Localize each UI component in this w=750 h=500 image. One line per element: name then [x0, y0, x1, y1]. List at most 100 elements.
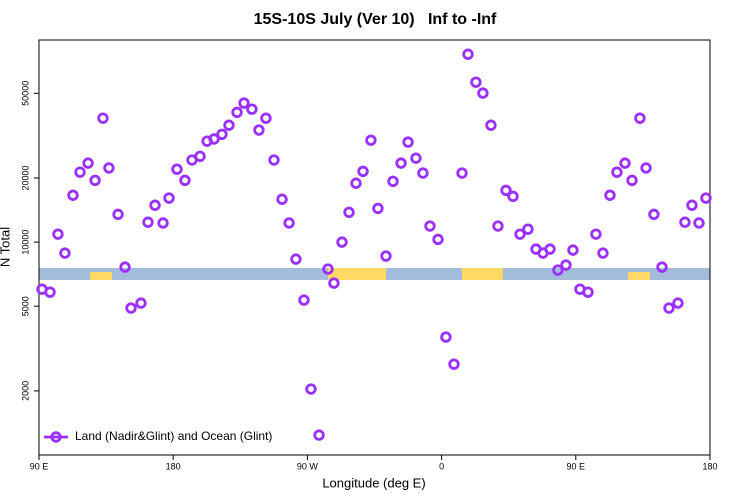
- point: [112, 208, 124, 221]
- point: [544, 243, 556, 255]
- point: [216, 128, 228, 140]
- point: [432, 233, 444, 246]
- plot-frame: [38, 39, 711, 456]
- y-tick-label: 5000: [20, 296, 30, 316]
- point: [157, 217, 169, 229]
- land-band: [628, 272, 650, 280]
- x-tick-label: 90 W: [297, 461, 319, 471]
- land-ocean-band: [39, 268, 710, 280]
- point: [357, 165, 369, 178]
- y-tick-label: 50000: [20, 81, 30, 106]
- point: [260, 112, 272, 124]
- x-tick-label: 0: [439, 461, 444, 471]
- point: [163, 192, 175, 204]
- y-tick-label: 20000: [20, 166, 30, 191]
- point: [507, 190, 519, 203]
- chart-title: 15S-10S July (Ver 10) Inf to -Inf: [254, 11, 497, 28]
- point: [149, 199, 161, 211]
- point: [290, 253, 302, 265]
- point: [313, 429, 325, 441]
- point: [238, 97, 250, 109]
- point: [328, 277, 340, 289]
- point: [417, 167, 429, 179]
- x-axis-label: Longitude (deg E): [322, 475, 425, 490]
- point: [514, 228, 526, 240]
- point: [582, 286, 594, 298]
- point: [448, 358, 460, 370]
- point: [135, 297, 147, 309]
- y-tick-label: 2000: [20, 381, 30, 401]
- point: [597, 247, 609, 259]
- point: [693, 217, 705, 229]
- point: [492, 220, 504, 232]
- point: [522, 223, 534, 235]
- point: [372, 202, 384, 215]
- point: [656, 261, 668, 273]
- point: [194, 150, 206, 162]
- point: [283, 217, 295, 229]
- point: [268, 154, 280, 166]
- point: [125, 302, 137, 314]
- point: [276, 193, 288, 205]
- point: [640, 162, 652, 174]
- point: [336, 236, 348, 248]
- point: [626, 174, 638, 187]
- point: [440, 331, 452, 343]
- x-tick-label: 180: [702, 461, 717, 471]
- point: [103, 162, 115, 174]
- point: [634, 112, 646, 124]
- point: [663, 302, 675, 314]
- point: [365, 134, 377, 146]
- x-tick-label: 90 E: [30, 461, 49, 471]
- legend-marker: [50, 431, 62, 443]
- point: [74, 166, 86, 178]
- point: [567, 244, 579, 256]
- point: [648, 208, 660, 221]
- point: [350, 177, 362, 189]
- point: [44, 286, 56, 298]
- point: [611, 166, 623, 178]
- point: [305, 383, 317, 395]
- point: [456, 167, 468, 179]
- point: [171, 163, 183, 175]
- point: [477, 87, 489, 99]
- legend-label: Land (Nadir&Glint) and Ocean (Glint): [75, 429, 272, 443]
- point: [52, 228, 64, 240]
- point: [223, 119, 235, 131]
- point: [67, 189, 79, 201]
- point: [82, 157, 94, 169]
- point: [119, 261, 131, 273]
- point: [246, 103, 258, 115]
- point: [343, 206, 355, 219]
- x-tick-label: 90 E: [567, 461, 586, 471]
- point: [590, 228, 602, 240]
- point: [619, 157, 631, 169]
- point: [424, 220, 436, 232]
- point: [604, 189, 616, 201]
- point: [686, 199, 698, 211]
- point: [179, 174, 191, 187]
- point: [679, 216, 691, 228]
- y-axis-label: N Total: [0, 227, 12, 267]
- point: [97, 112, 109, 124]
- point: [485, 119, 497, 131]
- point: [560, 259, 572, 271]
- point: [700, 192, 712, 204]
- point: [322, 263, 334, 275]
- point: [672, 297, 684, 309]
- point: [410, 152, 422, 164]
- point: [402, 136, 414, 148]
- land-band: [462, 268, 503, 280]
- point: [395, 157, 407, 169]
- point: [231, 106, 243, 119]
- point: [500, 184, 512, 197]
- point: [387, 175, 399, 188]
- point: [380, 250, 392, 262]
- land-band: [90, 272, 112, 280]
- point: [470, 76, 482, 88]
- point: [208, 133, 220, 145]
- point: [59, 247, 71, 259]
- point: [89, 174, 101, 187]
- point: [142, 216, 154, 228]
